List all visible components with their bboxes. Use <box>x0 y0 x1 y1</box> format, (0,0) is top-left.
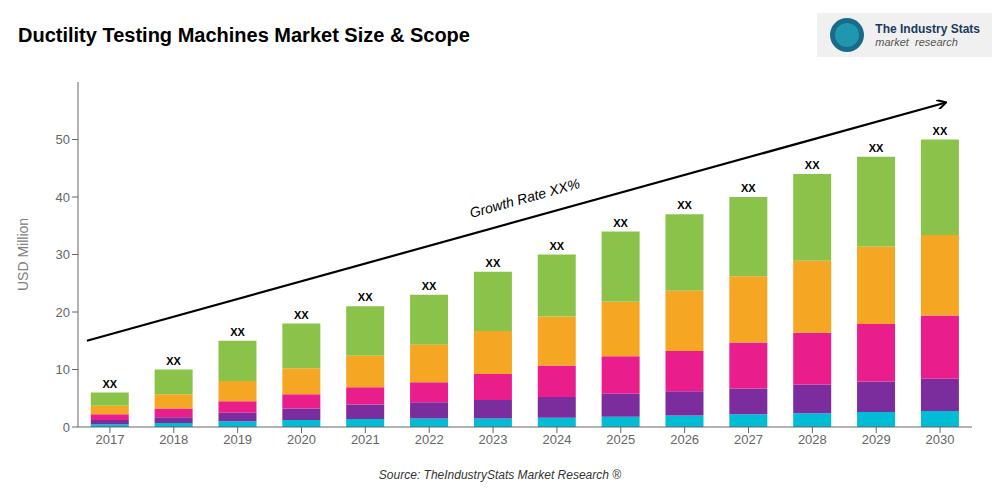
svg-text:2027: 2027 <box>734 432 763 447</box>
svg-text:20: 20 <box>56 305 70 320</box>
svg-text:2018: 2018 <box>159 432 188 447</box>
svg-text:2030: 2030 <box>926 432 955 447</box>
svg-text:2028: 2028 <box>798 432 827 447</box>
svg-text:2020: 2020 <box>287 432 316 447</box>
svg-text:40: 40 <box>56 190 70 205</box>
html-text:The Industry Stats: The Industry Stats <box>875 22 980 36</box>
svg-text:XX: XX <box>677 199 692 211</box>
svg-text:2017: 2017 <box>95 432 124 447</box>
svg-text:0: 0 <box>63 420 70 435</box>
svg-text:2026: 2026 <box>670 432 699 447</box>
svg-text:XX: XX <box>294 309 309 321</box>
svg-text:10: 10 <box>56 362 70 377</box>
svg-text:XX: XX <box>869 142 884 154</box>
svg-text:USD Million: USD Million <box>15 218 31 291</box>
svg-text:XX: XX <box>166 355 181 367</box>
html-text:Ductility Testing Machines Mar: Ductility Testing Machines Market Size &… <box>18 23 470 46</box>
svg-text:XX: XX <box>230 326 245 338</box>
svg-text:XX: XX <box>741 182 756 194</box>
svg-text:2022: 2022 <box>415 432 444 447</box>
svg-text:XX: XX <box>102 378 117 390</box>
html-text:Source: TheIndustryStats Marke: Source: TheIndustryStats Market Research… <box>378 468 622 482</box>
svg-text:XX: XX <box>422 280 437 292</box>
svg-text:2023: 2023 <box>479 432 508 447</box>
html-text:market research: market research <box>875 36 958 48</box>
svg-text:XX: XX <box>549 240 564 252</box>
svg-text:XX: XX <box>358 291 373 303</box>
svg-text:30: 30 <box>56 247 70 262</box>
svg-text:2029: 2029 <box>862 432 891 447</box>
svg-text:XX: XX <box>933 125 948 137</box>
svg-text:2024: 2024 <box>542 432 571 447</box>
svg-text:2019: 2019 <box>223 432 252 447</box>
svg-text:Growth Rate XX%: Growth Rate XX% <box>468 175 582 221</box>
svg-text:XX: XX <box>805 159 820 171</box>
svg-text:XX: XX <box>486 257 501 269</box>
svg-text:XX: XX <box>613 217 628 229</box>
svg-text:2025: 2025 <box>606 432 635 447</box>
svg-text:50: 50 <box>56 132 70 147</box>
svg-text:2021: 2021 <box>351 432 380 447</box>
